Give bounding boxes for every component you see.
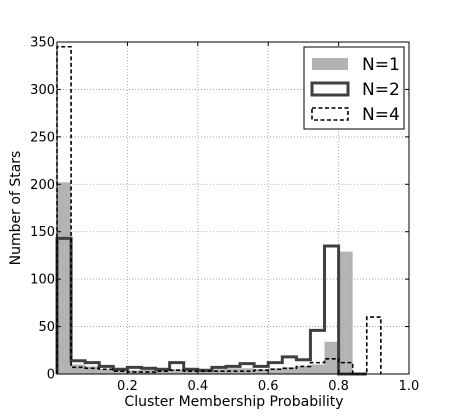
x-tick-label: 0.2 bbox=[117, 379, 138, 394]
histogram-bar bbox=[324, 341, 332, 374]
x-tick-label: 1.0 bbox=[399, 379, 420, 394]
y-tick-label: 350 bbox=[30, 36, 55, 51]
histogram-bar bbox=[211, 369, 226, 374]
histogram-bar bbox=[71, 364, 86, 374]
series-n-2 bbox=[55, 236, 367, 376]
legend: N=1 N=2 N=4 bbox=[303, 46, 405, 130]
legend-swatch-n-2 bbox=[310, 81, 350, 97]
x-tick-label: 0.4 bbox=[187, 379, 208, 394]
y-axis-title: Number of Stars bbox=[8, 151, 24, 266]
y-tick-label: 250 bbox=[30, 130, 55, 145]
plot-frame bbox=[56, 41, 410, 375]
histogram-bar bbox=[345, 251, 353, 374]
x-tick-label: 0.8 bbox=[328, 379, 349, 394]
histogram-bar bbox=[310, 364, 325, 374]
y-tick-label: 150 bbox=[30, 225, 55, 240]
histogram-bar bbox=[99, 369, 114, 374]
axis-ticks: 0.2 0.4 0.6 0.8 1.0 0 50 100 150 200 250 300 350 bbox=[30, 36, 419, 395]
histogram-bar bbox=[85, 366, 100, 374]
histogram-bar bbox=[183, 370, 198, 374]
x-axis-title: Cluster Membership Probability bbox=[124, 394, 343, 410]
histogram-bar bbox=[57, 182, 72, 374]
legend-swatch-n-4 bbox=[311, 107, 349, 121]
histogram-outline bbox=[56, 45, 382, 375]
legend-label-n-4: N=4 bbox=[362, 105, 400, 125]
histogram-bar bbox=[254, 369, 269, 374]
histogram-bar bbox=[282, 367, 297, 374]
y-tick-label: 50 bbox=[38, 320, 55, 335]
legend-label-n-2: N=2 bbox=[362, 80, 400, 100]
y-tick-label: 300 bbox=[30, 83, 55, 98]
histogram-bar bbox=[331, 341, 339, 374]
x-tick-label: 0.6 bbox=[258, 379, 279, 394]
histogram-bar bbox=[268, 368, 283, 374]
y-tick-label: 100 bbox=[30, 273, 55, 288]
histogram-bar bbox=[296, 366, 311, 374]
histogram-bar bbox=[169, 369, 184, 374]
legend-label-n-1: N=1 bbox=[362, 55, 400, 75]
legend-swatch-n-1 bbox=[312, 58, 348, 70]
histogram-bar bbox=[338, 251, 346, 374]
series-n-4 bbox=[56, 45, 382, 375]
histogram-bar bbox=[197, 370, 212, 374]
histogram-bar bbox=[155, 370, 170, 374]
histogram-outline bbox=[55, 236, 367, 376]
y-tick-label: 0 bbox=[47, 368, 55, 383]
y-tick-label: 200 bbox=[30, 178, 55, 193]
histogram-bar bbox=[225, 368, 241, 374]
